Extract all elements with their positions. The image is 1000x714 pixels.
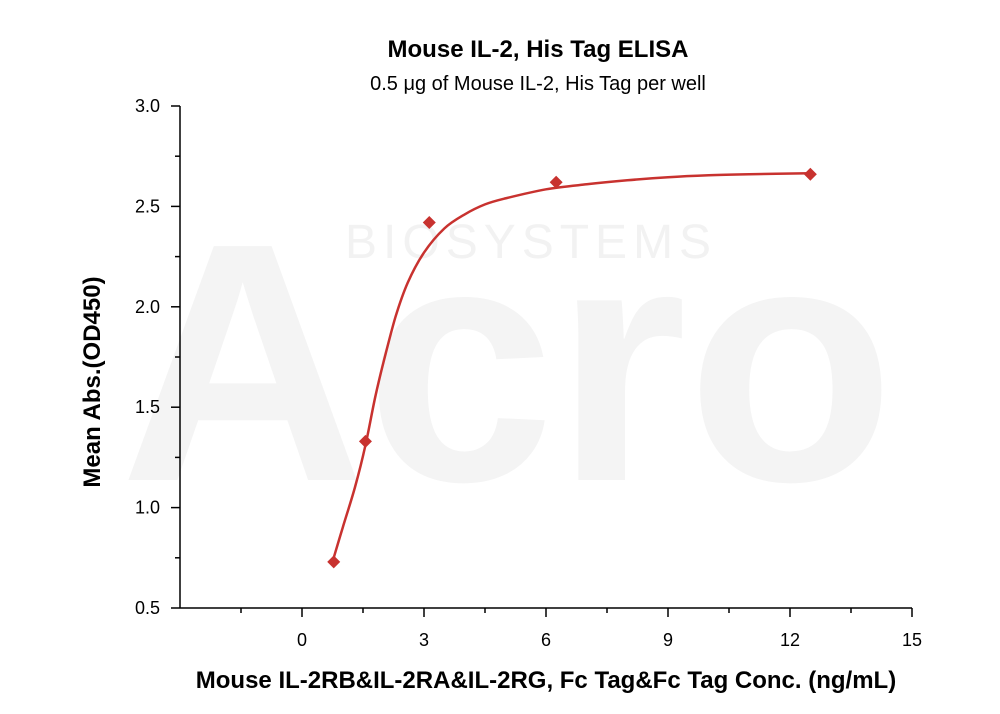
- x-tick-label: 9: [663, 630, 673, 650]
- y-tick-label: 3.0: [135, 96, 160, 116]
- watermark-text: BIOSYSTEMS: [345, 216, 717, 269]
- chart-subtitle: 0.5 μg of Mouse IL-2, His Tag per well: [370, 73, 706, 95]
- x-tick-label: 6: [541, 630, 551, 650]
- x-tick-label: 0: [297, 630, 307, 650]
- watermark: Acro BIOSYSTEMS: [120, 173, 895, 553]
- x-tick-label: 12: [780, 630, 800, 650]
- chart-title: Mouse IL-2, His Tag ELISA: [388, 36, 689, 63]
- data-point: [327, 555, 341, 569]
- watermark-logo: Acro: [120, 173, 895, 553]
- y-ticks: 0.5 1.0 1.5 2.0 2.5 3.0: [135, 96, 180, 618]
- y-tick-label: 1.0: [135, 498, 160, 518]
- data-points: [327, 167, 817, 569]
- y-tick-label: 2.5: [135, 196, 160, 216]
- x-tick-label: 15: [902, 630, 922, 650]
- data-point: [358, 434, 372, 448]
- data-point: [549, 175, 563, 189]
- x-tick-label: 3: [419, 630, 429, 650]
- data-point: [422, 215, 436, 229]
- x-ticks: 0 3 6 9 12 15: [240, 608, 922, 650]
- y-tick-label: 0.5: [135, 598, 160, 618]
- y-tick-label: 1.5: [135, 397, 160, 417]
- x-axis-title: Mouse IL-2RB&IL-2RA&IL-2RG, Fc Tag&Fc Ta…: [196, 667, 896, 694]
- y-tick-label: 2.0: [135, 297, 160, 317]
- data-point: [803, 167, 817, 181]
- y-axis-title: Mean Abs.(OD450): [79, 276, 106, 487]
